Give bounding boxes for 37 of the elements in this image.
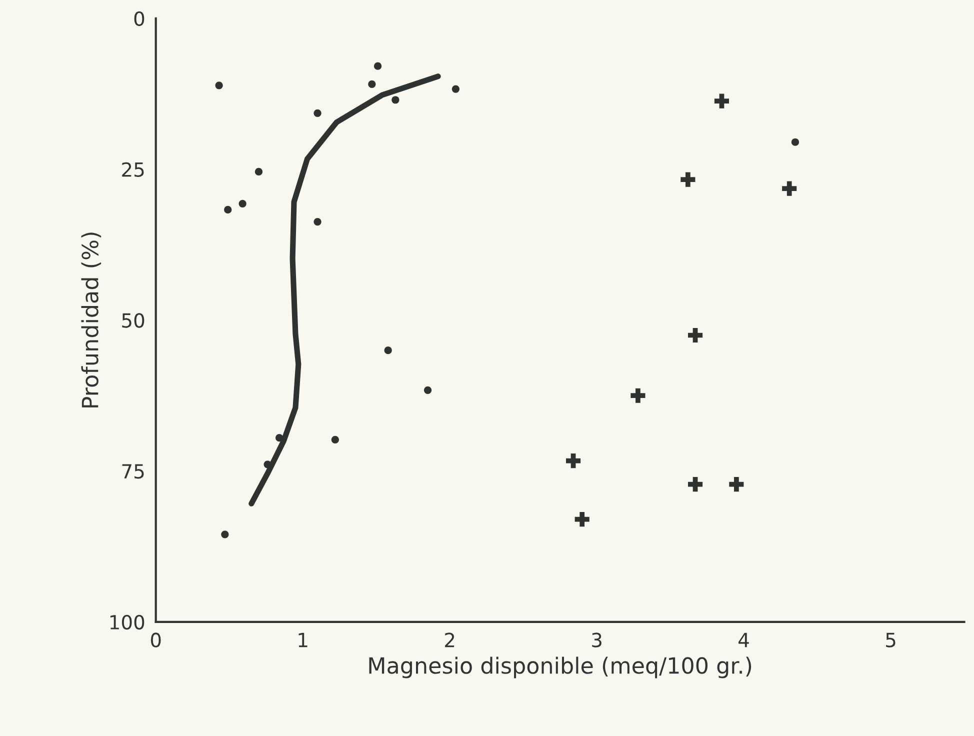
point: [729, 477, 744, 492]
point: [630, 388, 646, 403]
point: [374, 62, 382, 70]
y-tick-label: 50: [122, 313, 144, 328]
point: [714, 94, 730, 108]
point: [452, 85, 460, 93]
point: [688, 328, 703, 343]
point: [368, 80, 376, 88]
point: [384, 346, 392, 354]
y-tick-label: 75: [122, 464, 144, 479]
point: [574, 512, 590, 527]
point: [238, 200, 246, 208]
point: [782, 181, 797, 196]
point: [688, 477, 703, 492]
point: [215, 82, 223, 90]
x-tick-label: 3: [592, 632, 602, 648]
y-tick-label: 25: [122, 162, 144, 177]
x-tick-label: 4: [738, 632, 749, 648]
x-tick-label: 0: [150, 632, 161, 648]
point: [791, 138, 800, 146]
point: [254, 168, 263, 176]
x-tick-label: 1: [298, 632, 308, 648]
y-tick-label: 0: [134, 11, 144, 26]
x-tick-label: 5: [886, 632, 896, 648]
point: [424, 386, 432, 394]
point: [314, 109, 322, 117]
point: [392, 96, 400, 104]
point: [224, 206, 232, 214]
x-axis-title: Magnesio disponible (meq/100 gr.): [369, 656, 752, 678]
x-tick-label: 2: [445, 632, 454, 648]
point: [566, 453, 581, 468]
point: [314, 218, 322, 226]
y-axis-title: Profundidad (%): [81, 232, 102, 408]
point: [680, 172, 696, 187]
point: [221, 530, 229, 538]
y-tick-label: 100: [110, 614, 144, 630]
point: [331, 436, 339, 444]
